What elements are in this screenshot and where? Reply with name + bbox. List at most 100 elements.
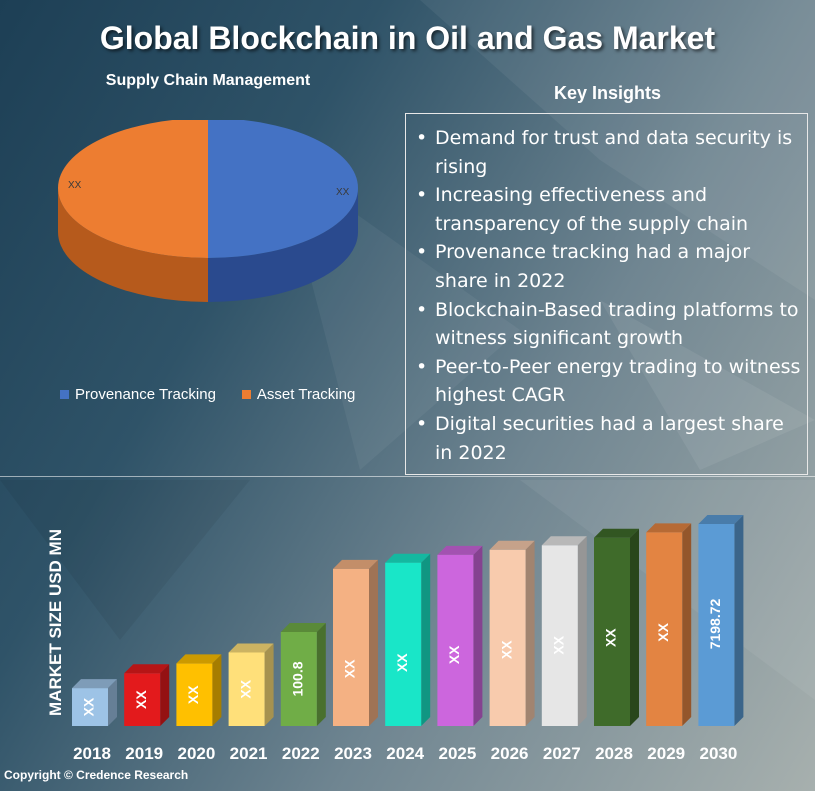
bar-2020: XX xyxy=(176,654,222,726)
bar-data-label: XX xyxy=(342,659,358,678)
insights-list: • Demand for trust and data security is r… xyxy=(406,114,807,467)
insight-text: Provenance tracking had a major share in… xyxy=(435,241,751,292)
bar-front xyxy=(594,537,630,726)
pie-data-label-provenance-tracking: XX xyxy=(336,187,350,198)
bar-side xyxy=(212,654,222,726)
bar-2026: XX xyxy=(489,540,535,726)
bar-data-label: 7198.72 xyxy=(707,598,723,649)
bar-side xyxy=(160,664,170,726)
bar-2021: XX xyxy=(228,643,274,726)
bar-side xyxy=(525,540,535,726)
x-tick-label: 2019 xyxy=(125,744,163,763)
bar-data-label: XX xyxy=(498,640,514,659)
bar-side xyxy=(316,622,326,726)
bullet-icon: • xyxy=(416,298,428,321)
pie-slice-provenance-tracking xyxy=(208,120,358,258)
insight-text: Digital securities had a largest share i… xyxy=(435,412,784,464)
bar-side xyxy=(421,553,431,726)
bar-front xyxy=(698,524,735,726)
bullet-icon: • xyxy=(416,412,428,435)
pie-legend: Provenance Tracking Asset Tracking xyxy=(60,386,355,403)
x-tick-label: 2028 xyxy=(595,744,633,763)
bar-data-label: 100.8 xyxy=(290,661,306,696)
pie-chart-title: Supply Chain Management xyxy=(105,72,311,89)
bar-data-label: XX xyxy=(551,635,567,654)
bar-top xyxy=(124,664,170,674)
bar-front xyxy=(489,549,526,726)
bar-side xyxy=(108,679,117,726)
bar-data-label: XX xyxy=(655,622,671,641)
bar-side xyxy=(734,515,744,726)
bar-data-label: XX xyxy=(603,628,619,647)
legend-label: Provenance Tracking xyxy=(75,386,216,403)
bar-top xyxy=(437,545,483,555)
bar-front xyxy=(124,673,161,726)
bar-top xyxy=(385,553,431,563)
bar-2025: XX xyxy=(437,545,483,726)
bar-front xyxy=(72,688,108,726)
bar-front xyxy=(176,663,213,726)
x-tick-label: 2020 xyxy=(177,744,215,763)
legend-item-provenance-tracking: Provenance Tracking xyxy=(60,386,216,403)
bar-data-label: XX xyxy=(81,697,97,716)
insight-text: Demand for trust and data security is ri… xyxy=(435,127,793,178)
bullet-icon: • xyxy=(416,184,428,207)
pie-data-label-asset-tracking: XX xyxy=(68,180,82,191)
bar-front xyxy=(228,652,265,726)
bar-2030: 7198.72 xyxy=(698,515,744,726)
bar-front xyxy=(333,568,369,726)
legend-swatch xyxy=(60,390,69,399)
bar-side xyxy=(473,545,483,726)
insight-text: Increasing effectiveness and transparenc… xyxy=(435,184,749,235)
pie-slice-side-asset-tracking xyxy=(58,188,208,302)
bar-2027: XX xyxy=(541,536,587,726)
legend-item-asset-tracking: Asset Tracking xyxy=(241,386,356,403)
legend-swatch xyxy=(241,390,251,399)
x-tick-label: 2022 xyxy=(282,744,320,763)
insights-box: • Demand for trust and data security is r… xyxy=(405,113,808,475)
bar-top xyxy=(72,679,117,689)
x-tick-label: 2021 xyxy=(230,744,268,763)
bar-top xyxy=(646,523,692,533)
bar-top xyxy=(176,654,222,664)
insight-item: • Blockchain-Based trading platforms to w… xyxy=(416,296,807,353)
bar-2024: XX xyxy=(385,553,431,726)
bar-data-label: XX xyxy=(394,653,410,672)
bar-side xyxy=(577,536,587,726)
bar-2022: 100.8 xyxy=(280,622,326,726)
insight-item: • Demand for trust and data security is r… xyxy=(416,124,807,181)
bar-top xyxy=(333,559,378,569)
insights-title: Key Insights xyxy=(553,83,662,103)
bar-front xyxy=(646,532,683,726)
bar-data-label: XX xyxy=(185,685,201,704)
bar-data-label: XX xyxy=(446,645,462,664)
insight-item: • Digital securities had a largest share … xyxy=(416,410,807,467)
bar-top xyxy=(594,528,639,538)
pie-slice-side-provenance-tracking xyxy=(208,188,358,302)
bar-front xyxy=(541,545,578,726)
insight-item: • Peer-to-Peer energy trading to witness … xyxy=(416,353,807,410)
bar-top xyxy=(698,515,744,524)
bar-top xyxy=(541,536,587,546)
bar-top xyxy=(280,622,326,632)
bullet-icon: • xyxy=(416,127,428,149)
pie-chart: XX XX xyxy=(58,120,358,302)
bar-2023: XX xyxy=(333,559,378,726)
bullet-icon: • xyxy=(416,355,428,378)
bar-front xyxy=(437,554,474,726)
bar-side xyxy=(682,523,692,726)
section-divider xyxy=(0,476,815,477)
bar-top xyxy=(489,540,535,550)
legend-label: Asset Tracking xyxy=(256,386,356,403)
x-tick-label: 2023 xyxy=(334,744,372,763)
bar-2029: XX xyxy=(646,523,692,726)
bullet-icon: • xyxy=(416,241,428,264)
page-title: Global Blockchain in Oil and Gas Market xyxy=(99,20,716,56)
bar-side xyxy=(264,643,274,726)
bar-side xyxy=(369,559,378,726)
insight-item: • Provenance tracking had a major share i… xyxy=(416,238,807,295)
x-tick-label: 2029 xyxy=(647,744,685,763)
x-tick-label: 2018 xyxy=(73,744,111,763)
bar-front xyxy=(280,631,317,726)
bar-2019: XX xyxy=(124,664,170,726)
